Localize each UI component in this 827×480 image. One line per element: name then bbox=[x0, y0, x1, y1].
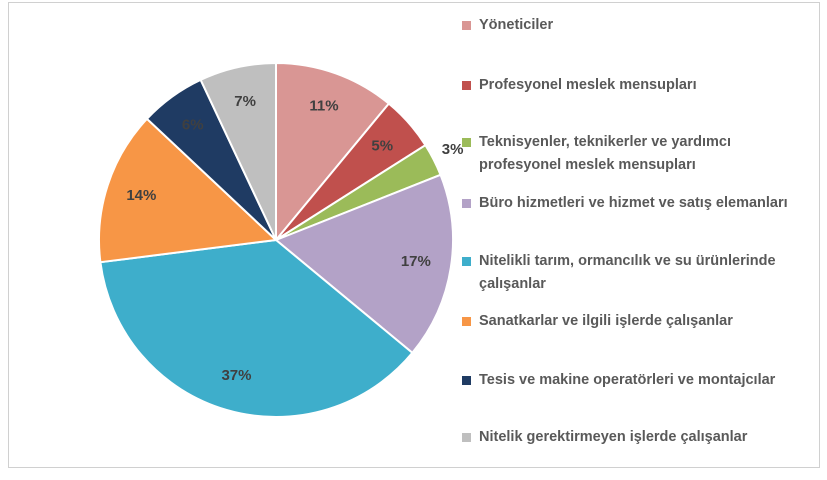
data-label: 6% bbox=[182, 116, 204, 133]
legend-entry: Teknisyenler, teknikerler ve yardımcı pr… bbox=[462, 131, 812, 177]
legend-label: Profesyonel meslek mensupları bbox=[479, 77, 697, 93]
legend-swatch bbox=[462, 433, 471, 442]
legend-entry: Yöneticiler bbox=[462, 14, 812, 37]
legend-entry: Nitelik gerektirmeyen işlerde çalışanlar bbox=[462, 426, 812, 449]
legend-swatch bbox=[462, 317, 471, 326]
legend-entry: Profesyonel meslek mensupları bbox=[462, 74, 812, 97]
legend-label: Teknisyenler, teknikerler ve yardımcı pr… bbox=[479, 134, 732, 173]
pie-slice bbox=[274, 173, 454, 355]
data-label: 3% bbox=[442, 141, 464, 158]
legend-entry: Nitelikli tarım, ormancılık ve su ürünle… bbox=[462, 250, 812, 296]
pie-slice bbox=[199, 61, 277, 241]
legend-label: Nitelikli tarım, ormancılık ve su ürünle… bbox=[479, 253, 776, 292]
pie-slice bbox=[275, 61, 391, 243]
legend-label: Büro hizmetleri ve hizmet ve satış elema… bbox=[479, 195, 788, 211]
legend-entry: Sanatkarlar ve ilgili işlerde çalışanlar bbox=[462, 310, 812, 333]
legend-label: Yöneticiler bbox=[479, 17, 554, 33]
legend-entry: Tesis ve makine operatörleri ve montajcı… bbox=[462, 369, 812, 392]
legend-swatch bbox=[462, 199, 471, 208]
frame bbox=[8, 2, 820, 468]
legend-entry: Büro hizmetleri ve hizmet ve satış elema… bbox=[462, 192, 812, 215]
data-label: 11% bbox=[309, 98, 338, 115]
data-label: 17% bbox=[401, 253, 431, 270]
legend-label: Tesis ve makine operatörleri ve montajcı… bbox=[479, 372, 776, 388]
pie-slice bbox=[99, 238, 414, 418]
legend-swatch bbox=[462, 257, 471, 266]
legend-swatch bbox=[462, 81, 471, 90]
data-label: 37% bbox=[221, 367, 251, 384]
legend-swatch bbox=[462, 376, 471, 385]
pie-slice bbox=[98, 117, 279, 264]
legend-label: Sanatkarlar ve ilgili işlerde çalışanlar bbox=[479, 313, 733, 329]
legend-swatch bbox=[462, 21, 471, 30]
data-label: 7% bbox=[234, 93, 256, 110]
legend-label: Nitelik gerektirmeyen işlerde çalışanlar bbox=[479, 429, 748, 445]
data-label: 5% bbox=[371, 137, 393, 154]
legend-swatch bbox=[462, 138, 471, 147]
data-label: 14% bbox=[126, 187, 156, 204]
